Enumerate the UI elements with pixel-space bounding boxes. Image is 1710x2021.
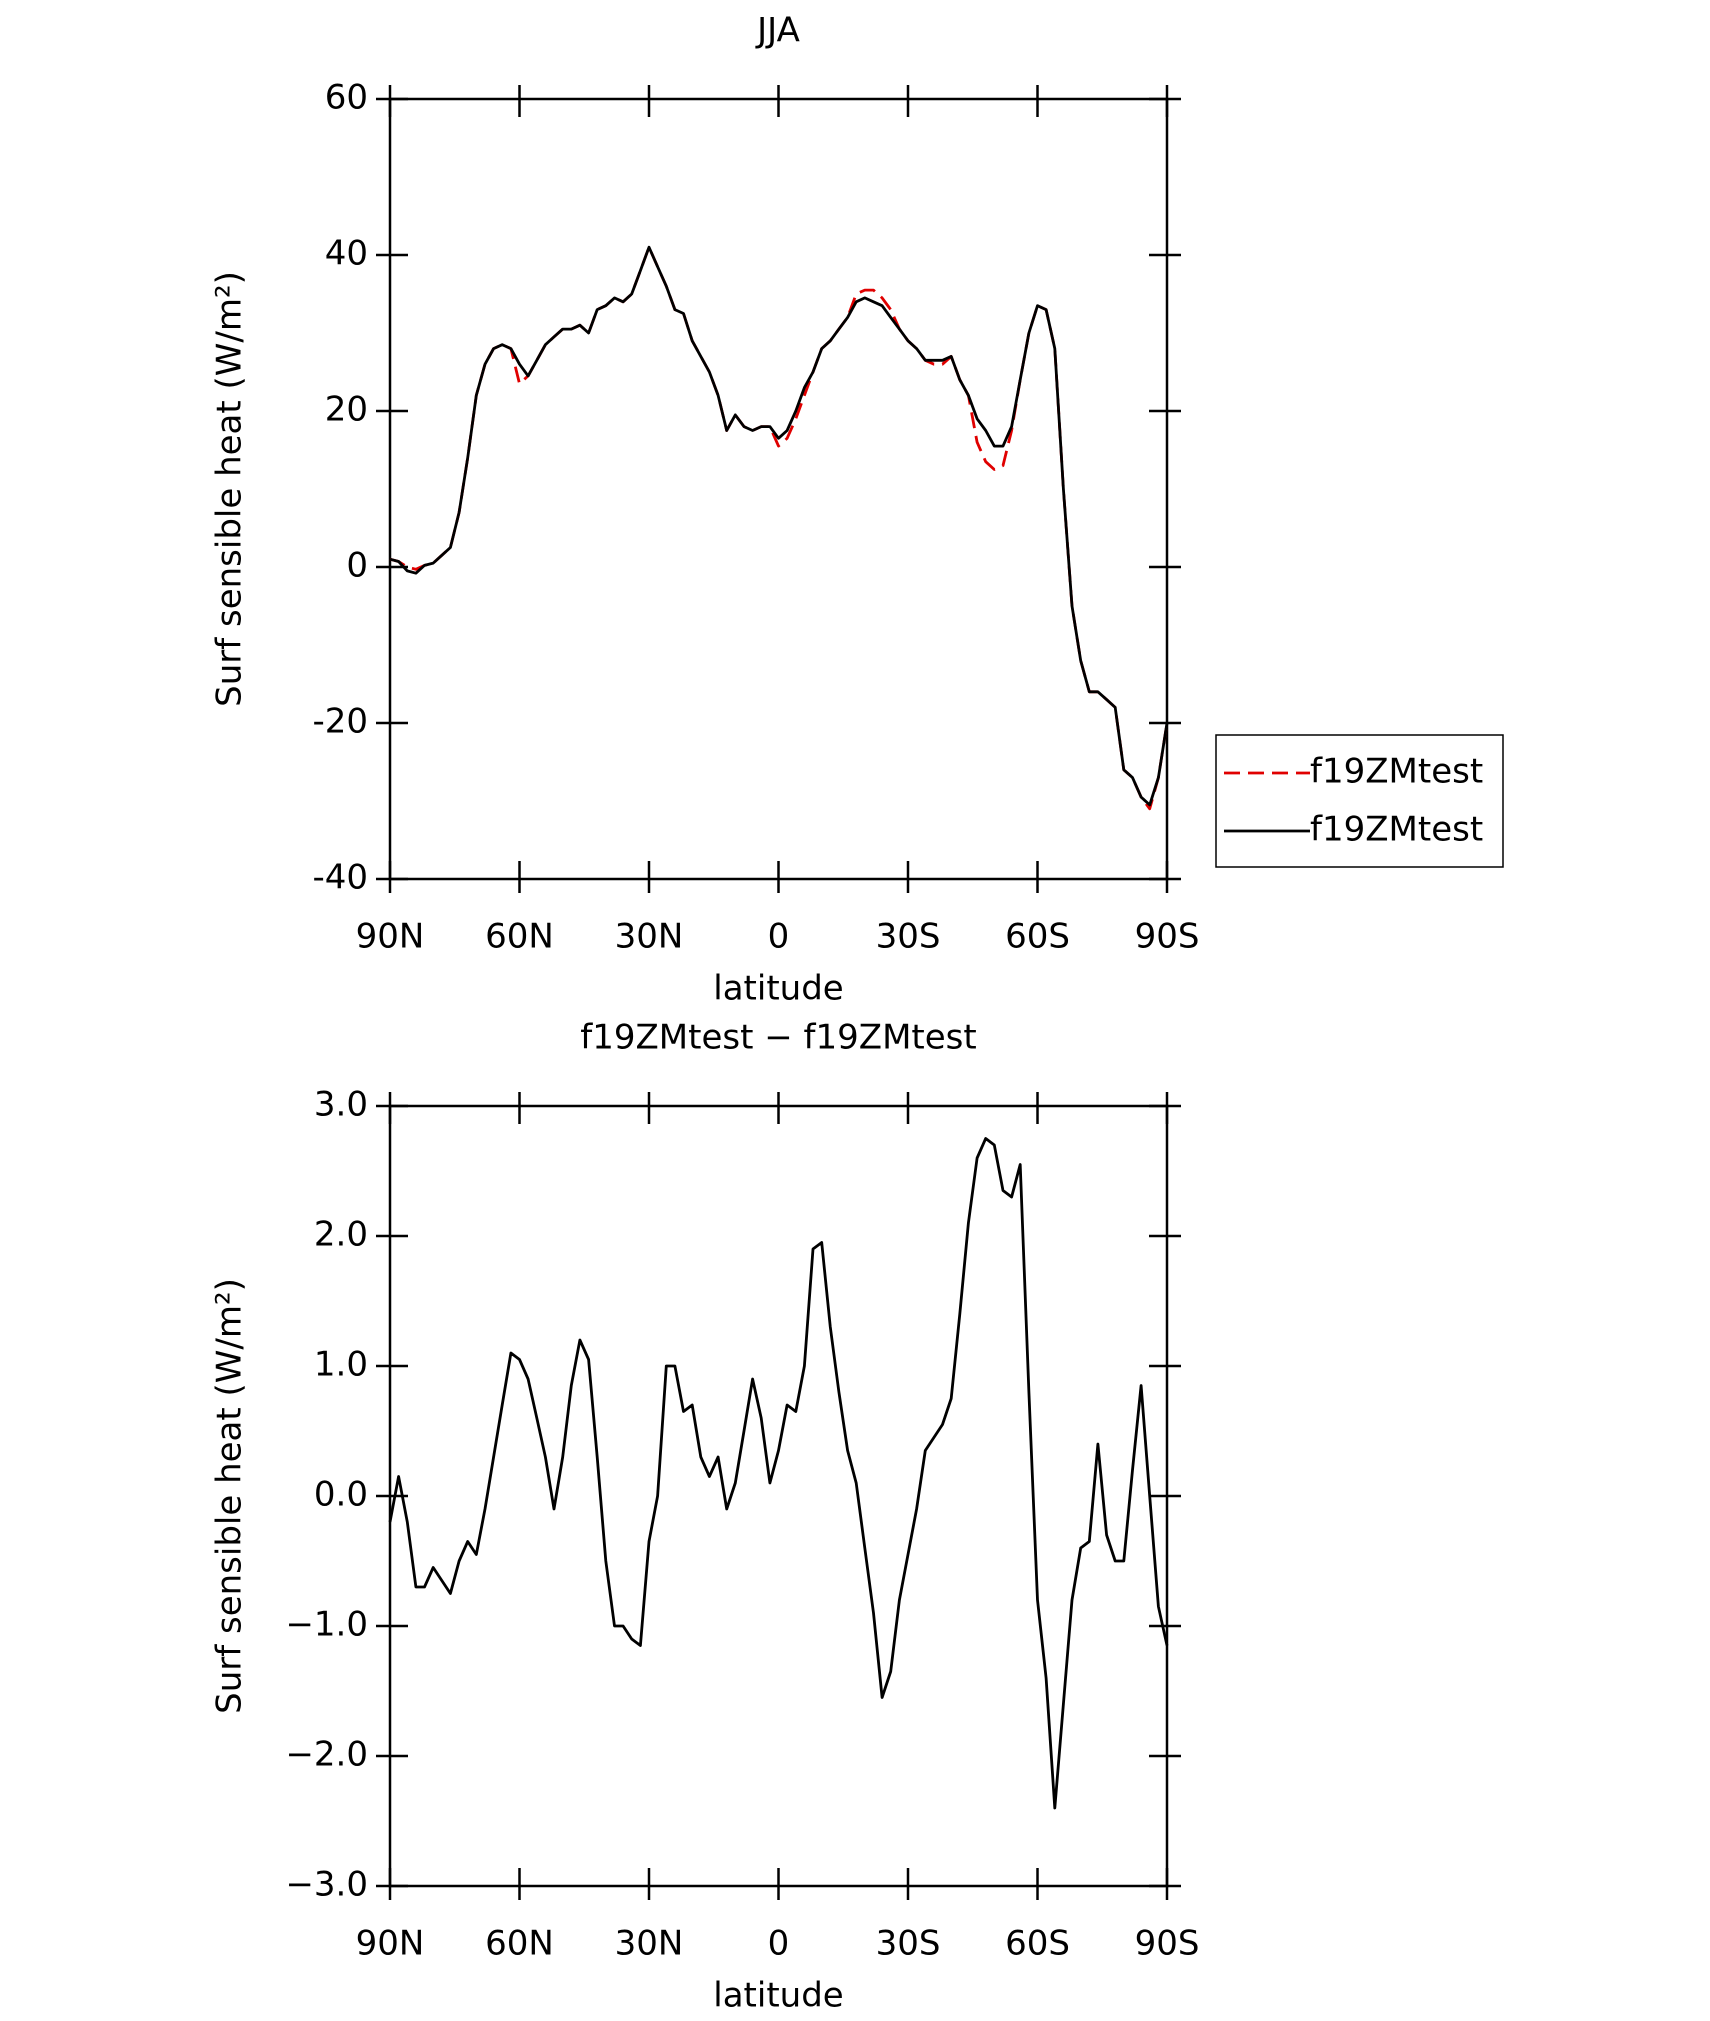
x-tick-label: 90S [1135, 1924, 1200, 1964]
data-line [389, 245, 1169, 811]
x-tick-label: 90N [356, 1924, 425, 1964]
x-tick-label: 30N [615, 917, 684, 957]
y-tick-label: 2.0 [314, 1215, 368, 1255]
plot-frame [388, 97, 1169, 881]
y-tick-label: -40 [312, 858, 368, 898]
plot-frame [388, 1104, 1169, 1888]
x-tick-label: 90N [356, 917, 425, 957]
x-tick-label: 30S [876, 1924, 941, 1964]
y-tick-label: 3.0 [314, 1085, 368, 1125]
y-tick-label: 0 [346, 546, 368, 586]
y-tick-label: 1.0 [314, 1345, 368, 1385]
data-line [388, 1137, 1169, 1810]
x-tick-label: 60S [1005, 1924, 1070, 1964]
y-tick-label: −2.0 [285, 1735, 368, 1775]
x-tick-label: 60N [485, 1924, 554, 1964]
y-tick-label: −1.0 [285, 1605, 368, 1645]
x-tick-label: 30N [615, 1924, 684, 1964]
y-tick-label: 40 [325, 234, 368, 274]
data-line [389, 245, 1169, 807]
x-tick-label: 0 [768, 1924, 790, 1964]
y-axis-label: Surf sensible heat (W/m²) [210, 1278, 250, 1714]
y-tick-label: −3.0 [285, 1865, 368, 1905]
x-tick-label: 60N [485, 917, 554, 957]
x-tick-label: 90S [1135, 917, 1200, 957]
y-tick-label: 0.0 [314, 1475, 368, 1515]
legend-label: f19ZMtest [1310, 810, 1483, 850]
x-tick-label: 0 [768, 917, 790, 957]
x-axis-label: latitude [713, 1976, 843, 2016]
y-axis-label: Surf sensible heat (W/m²) [210, 271, 250, 707]
chart-title: f19ZMtest − f19ZMtest [580, 1018, 976, 1058]
y-tick-label: -20 [312, 702, 368, 742]
legend-box [1215, 734, 1504, 868]
x-tick-label: 60S [1005, 917, 1070, 957]
y-tick-label: 20 [325, 390, 368, 430]
legend-label: f19ZMtest [1310, 752, 1483, 792]
x-axis-label: latitude [713, 969, 843, 1009]
x-tick-label: 30S [876, 917, 941, 957]
y-tick-label: 60 [325, 78, 368, 118]
chart-title: JJA [755, 11, 800, 51]
